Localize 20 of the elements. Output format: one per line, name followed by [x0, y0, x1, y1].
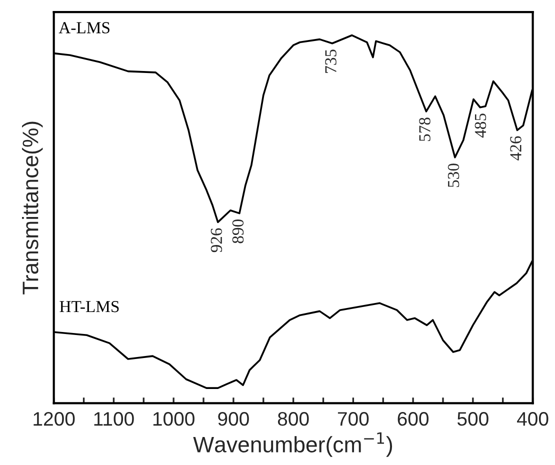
annotation: 485: [474, 114, 486, 138]
x-tick-label: 600: [398, 412, 429, 426]
series-label: HT-LMS: [60, 301, 119, 312]
x-tick-label: 700: [338, 412, 369, 426]
annotation: 926: [210, 228, 222, 252]
annotation: 890: [232, 220, 244, 244]
x-tick-label: 1000: [153, 412, 194, 426]
annotation: 426: [510, 136, 522, 160]
annotation: 530: [448, 164, 460, 187]
annotation: 735: [325, 50, 336, 73]
x-tick-label: 500: [457, 412, 488, 426]
series-label: A-LMS: [58, 22, 110, 34]
annotation: 578: [419, 118, 430, 142]
x-tick-label: 1100: [94, 412, 134, 426]
y-axis-title: Transmittance(%): [22, 122, 43, 294]
x-tick-label: 900: [218, 412, 249, 426]
x-tick-label: 1200: [34, 412, 75, 426]
x-axis-title: Wavenumber(cm$^{−1}$): [193, 432, 392, 457]
x-tick-label: 800: [278, 412, 309, 426]
x-tick-label: 400: [517, 412, 548, 426]
